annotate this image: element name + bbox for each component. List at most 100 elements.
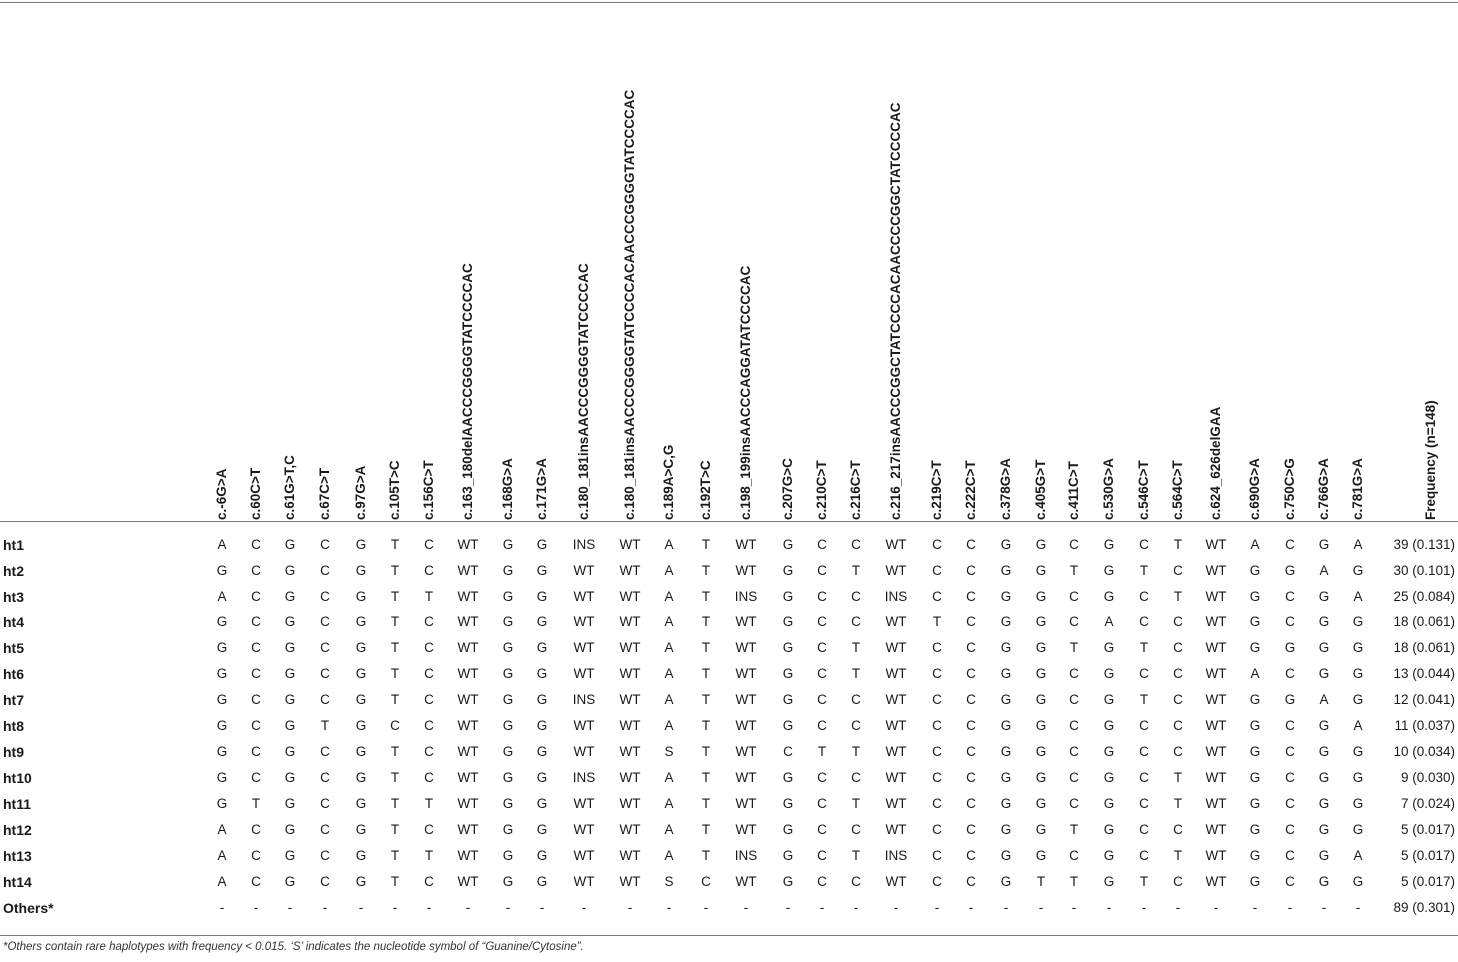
table-cell: A <box>664 692 674 707</box>
table-cell: T <box>701 640 711 655</box>
column-header: c.163_180delAACCCGGGGTATCCCCAC <box>460 263 475 520</box>
table-cell: G <box>355 718 367 733</box>
table-cell: G <box>502 614 514 629</box>
table-cell: G <box>1035 796 1047 811</box>
table-cell: C <box>966 770 976 785</box>
column-header: c.97G>A <box>353 465 368 520</box>
table-cell: - <box>703 900 709 915</box>
table-cell: G <box>1284 563 1296 578</box>
table-cell: C <box>1139 666 1149 681</box>
table-cell: WT <box>1205 589 1227 604</box>
table-cell: G <box>1000 744 1012 759</box>
table-cell: G <box>536 692 548 707</box>
table-cell: T <box>1036 874 1046 889</box>
table-cell: A <box>217 848 227 863</box>
table-cell: C <box>966 692 976 707</box>
table-cell: G <box>355 770 367 785</box>
table-cell: G <box>355 744 367 759</box>
table-cell: - <box>1141 900 1147 915</box>
table-cell: T <box>701 589 711 604</box>
table-cell: C <box>424 692 434 707</box>
table-cell: C <box>817 718 827 733</box>
table-cell: C <box>320 614 330 629</box>
table-cell: G <box>782 666 794 681</box>
table-cell: - <box>968 900 974 915</box>
frequency-cell: 25 (0.084) <box>1393 589 1455 604</box>
table-cell: C <box>424 666 434 681</box>
table-cell: A <box>1319 563 1329 578</box>
table-cell: C <box>424 563 434 578</box>
table-cell: C <box>932 589 942 604</box>
column-header: c.750C>G <box>1282 458 1297 520</box>
table-cell: G <box>536 770 548 785</box>
table-cell: WT <box>619 640 641 655</box>
table-cell: C <box>932 563 942 578</box>
table-cell: WT <box>619 770 641 785</box>
table-cell: - <box>853 900 859 915</box>
table-cell: WT <box>457 666 479 681</box>
table-cell: C <box>1173 614 1183 629</box>
table-cell: C <box>1069 848 1079 863</box>
table-cell: A <box>664 796 674 811</box>
table-cell: - <box>1038 900 1044 915</box>
table-cell: A <box>664 666 674 681</box>
table-cell: A <box>664 822 674 837</box>
table-cell: WT <box>457 848 479 863</box>
table-cell: T <box>1139 692 1149 707</box>
table-cell: G <box>1318 614 1330 629</box>
table-cell: G <box>1352 770 1364 785</box>
table-cell: G <box>1035 589 1047 604</box>
frequency-cell: 12 (0.041) <box>1393 692 1455 707</box>
table-cell: - <box>539 900 545 915</box>
table-cell: G <box>355 589 367 604</box>
table-cell: WT <box>457 640 479 655</box>
table-cell: C <box>817 589 827 604</box>
table-cell: A <box>217 874 227 889</box>
table-cell: C <box>1173 666 1183 681</box>
table-cell: G <box>1103 822 1115 837</box>
table-cell: - <box>1321 900 1327 915</box>
table-cell: T <box>1069 640 1079 655</box>
table-cell: WT <box>735 874 757 889</box>
table-cell: C <box>817 822 827 837</box>
table-cell: G <box>1352 614 1364 629</box>
table-cell: G <box>502 537 514 552</box>
table-cell: T <box>701 796 711 811</box>
table-cell: C <box>966 640 976 655</box>
table-cell: C <box>320 589 330 604</box>
table-cell: C <box>320 692 330 707</box>
table-cell: G <box>1318 640 1330 655</box>
table-cell: G <box>782 718 794 733</box>
table-cell: T <box>390 692 400 707</box>
table-cell: WT <box>885 770 907 785</box>
table-cell: G <box>1249 563 1261 578</box>
table-cell: A <box>664 640 674 655</box>
table-cell: G <box>782 614 794 629</box>
table-cell: C <box>1285 744 1295 759</box>
table-cell: WT <box>885 614 907 629</box>
table-cell: WT <box>573 796 595 811</box>
table-cell: C <box>817 848 827 863</box>
table-cell: WT <box>885 563 907 578</box>
table-cell: T <box>390 537 400 552</box>
table-cell: INS <box>572 537 596 552</box>
table-cell: WT <box>573 744 595 759</box>
table-cell: C <box>1069 537 1079 552</box>
table-cell: WT <box>457 563 479 578</box>
table-cell: G <box>1000 692 1012 707</box>
frequency-cell: 18 (0.061) <box>1393 614 1455 629</box>
table-cell: WT <box>1205 692 1227 707</box>
table-cell: WT <box>619 589 641 604</box>
table-cell: G <box>502 640 514 655</box>
table-cell: C <box>1139 589 1149 604</box>
table-cell: T <box>817 744 827 759</box>
table-cell: C <box>932 874 942 889</box>
table-cell: - <box>627 900 633 915</box>
table-cell: WT <box>619 614 641 629</box>
table-cell: G <box>502 796 514 811</box>
table-cell: G <box>536 589 548 604</box>
frequency-cell: 9 (0.030) <box>1400 770 1455 785</box>
table-cell: C <box>932 744 942 759</box>
table-cell: C <box>851 718 861 733</box>
table-cell: G <box>1103 718 1115 733</box>
